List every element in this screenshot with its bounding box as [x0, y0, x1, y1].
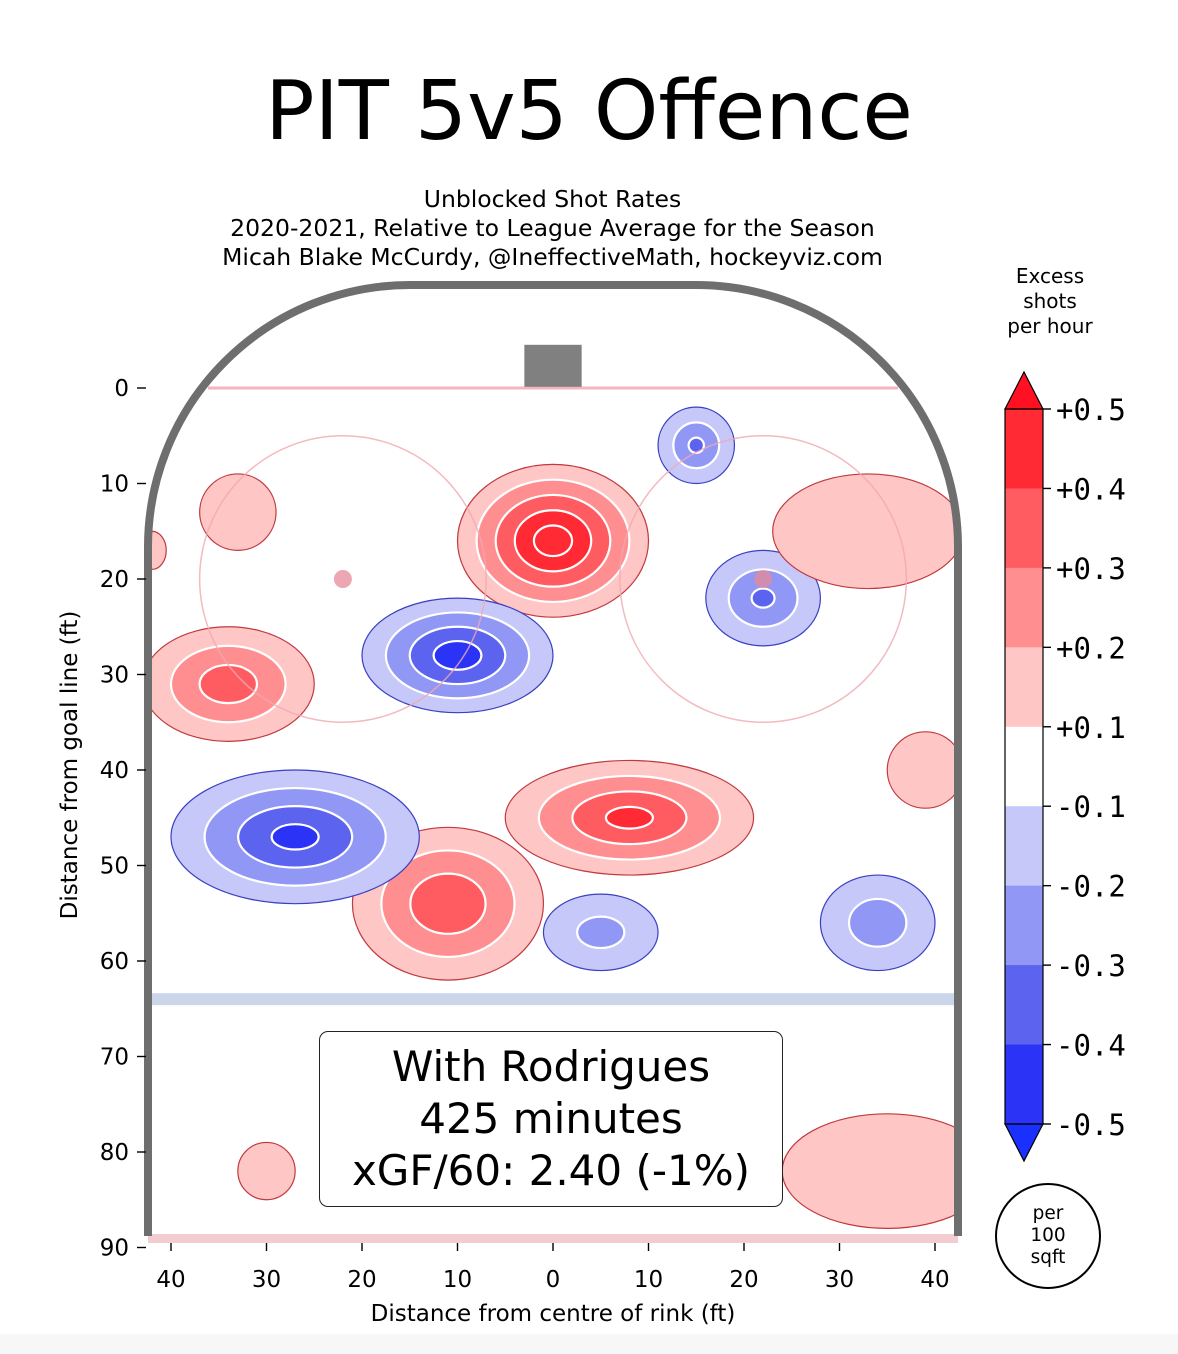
- x-tick-label: 10: [634, 1267, 663, 1293]
- y-tick-label: 10: [100, 472, 129, 498]
- contour-band: [432, 639, 483, 671]
- chart-subtitle-1: Unblocked Shot Rates: [423, 185, 682, 213]
- colorbar-extend-under: [1004, 1123, 1044, 1163]
- chart-subtitle-2: 2020-2021, Relative to League Average fo…: [230, 214, 875, 242]
- x-tick-label: 0: [546, 1267, 561, 1293]
- colorbar-tick-label: +0.5: [1056, 393, 1126, 427]
- axes: 40 30 20 10 0 10 20 30 40 0 10 20 30 40 50 60 70 80 90: [100, 376, 950, 1293]
- colorbar-band: [1005, 647, 1043, 728]
- heat-blob: [705, 549, 821, 647]
- colorbar-band: [1005, 488, 1043, 569]
- rink-boards: [144, 281, 962, 1236]
- colorbar-tick-label: -0.1: [1056, 790, 1126, 824]
- heat-blob: [819, 874, 936, 972]
- colorbar-title-line-3: per hour: [1007, 314, 1093, 338]
- y-tick-label: 30: [100, 663, 129, 689]
- colorbar-title-line-1: Excess: [1015, 264, 1085, 288]
- contour-band: [199, 473, 277, 551]
- heat-blob: [886, 731, 958, 809]
- x-tick-label: 30: [252, 1267, 281, 1293]
- y-tick-label: 50: [100, 854, 129, 880]
- x-tick-label: 40: [920, 1267, 949, 1293]
- heat-blob: [657, 406, 736, 485]
- colorbar-band: [1005, 965, 1043, 1046]
- faceoff-dot: [754, 570, 773, 588]
- contour-band: [237, 1141, 296, 1201]
- rink-markings: [144, 281, 962, 1243]
- colorbar-band: [1005, 409, 1043, 489]
- faceoff-circle: [198, 435, 487, 723]
- annotation-player: With Rodrigues: [391, 1042, 711, 1091]
- chart-subtitle-3: Micah Blake McCurdy, @IneffectiveMath, h…: [222, 243, 883, 271]
- heat-blob: [456, 463, 650, 618]
- faceoff-circle: [619, 435, 908, 723]
- x-tick-label: 40: [156, 1267, 185, 1293]
- annotation-box: With Rodrigues 425 minutes xGF/60: 2.40 …: [319, 1031, 783, 1207]
- heat-blob: [772, 473, 958, 590]
- goal-net: [524, 344, 582, 387]
- colorbar-band: [1005, 567, 1043, 648]
- per-area-badge: per 100 sqft: [995, 1183, 1101, 1289]
- colorbar: +0.5 +0.4 +0.3 +0.2 +0.1 -0.1 -0.2 -0.3 -0.4 -0.5: [1004, 370, 1126, 1163]
- x-tick-label: 20: [729, 1267, 758, 1293]
- heat-blob: [170, 769, 420, 905]
- contour-band: [270, 823, 320, 851]
- chart-title: PIT 5v5 Offence: [265, 64, 913, 159]
- x-axis-label: Distance from centre of rink (ft): [371, 1301, 736, 1327]
- heat-blob: [542, 893, 659, 972]
- x-tick-label: 30: [825, 1267, 854, 1293]
- page-footer-strip: [0, 1334, 1178, 1354]
- y-tick-label: 90: [100, 1236, 129, 1262]
- heat-blob: [351, 826, 545, 981]
- contour-band: [750, 587, 776, 609]
- centre-red-line: [148, 1234, 958, 1243]
- contour-band: [604, 805, 654, 830]
- heat-blob: [199, 473, 277, 551]
- faceoff-dot: [333, 570, 352, 588]
- y-tick-label: 70: [100, 1045, 129, 1071]
- colorbar-tick-label: +0.3: [1056, 552, 1126, 586]
- contour-band: [687, 436, 705, 455]
- contour-band: [847, 897, 908, 948]
- colorbar-tick-label: +0.2: [1056, 631, 1126, 665]
- shot-rate-contours: [148, 406, 958, 1229]
- heat-blob: [237, 1141, 296, 1201]
- per-area-line-2: 100: [1030, 1225, 1066, 1246]
- per-area-line-3: sqft: [1030, 1247, 1066, 1268]
- annotation-xgf: xGF/60: 2.40 (-1%): [351, 1146, 751, 1195]
- blue-line: [148, 993, 958, 1006]
- colorbar-tick-label: +0.1: [1056, 711, 1126, 745]
- contour-band: [886, 731, 958, 809]
- per-area-line-1: per: [1032, 1203, 1064, 1224]
- colorbar-band: [1005, 806, 1043, 887]
- y-tick-label: 0: [114, 376, 129, 402]
- colorbar-frame: [1004, 408, 1044, 1125]
- colorbar-tick-label: -0.5: [1056, 1108, 1126, 1142]
- x-tick-label: 20: [347, 1267, 376, 1293]
- y-tick-label: 60: [100, 949, 129, 975]
- annotation-minutes: 425 minutes: [419, 1094, 683, 1143]
- colorbar-tick-label: -0.4: [1056, 1029, 1126, 1063]
- contour-band: [772, 473, 958, 590]
- heat-blob: [148, 626, 315, 742]
- y-tick-label: 80: [100, 1140, 129, 1166]
- colorbar-extend-over: [1004, 370, 1044, 410]
- colorbar-tick-label: -0.2: [1056, 870, 1126, 904]
- colorbar-title-line-2: shots: [1023, 289, 1077, 313]
- heat-blob: [361, 597, 554, 714]
- contour-band: [532, 524, 574, 558]
- contour-band: [198, 663, 259, 705]
- y-tick-label: 20: [100, 567, 129, 593]
- colorbar-tick-label: +0.4: [1056, 472, 1126, 506]
- colorbar-tick-label: -0.3: [1056, 949, 1126, 983]
- colorbar-band: [1005, 1044, 1043, 1125]
- colorbar-band: [1005, 726, 1043, 807]
- y-tick-label: 40: [100, 758, 129, 784]
- x-tick-label: 10: [443, 1267, 472, 1293]
- contour-band: [409, 872, 487, 935]
- contour-band: [576, 915, 626, 950]
- colorbar-band: [1005, 885, 1043, 966]
- y-axis-label: Distance from goal line (ft): [57, 611, 83, 920]
- heat-blob: [504, 759, 755, 876]
